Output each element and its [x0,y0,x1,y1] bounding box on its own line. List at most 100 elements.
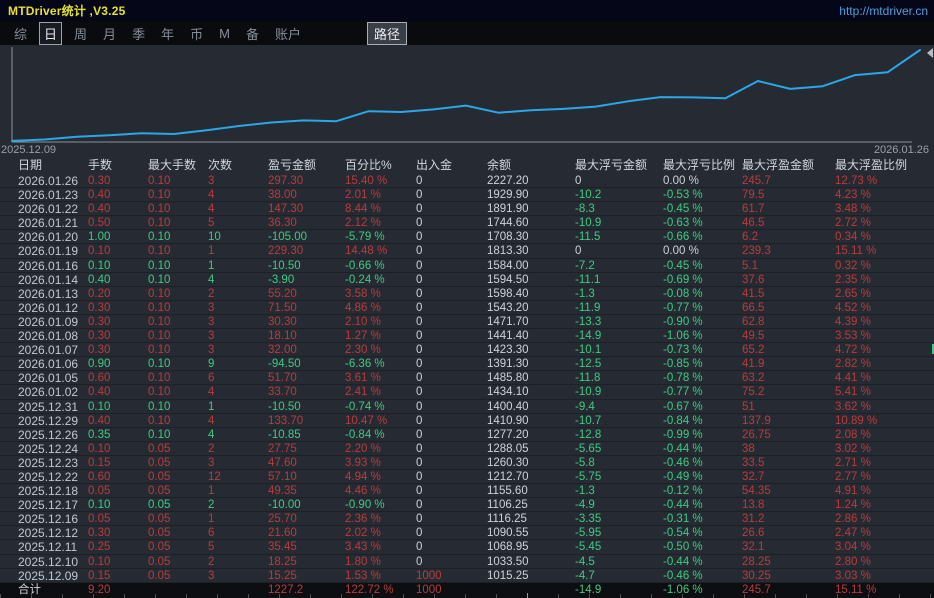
cell-1: 0.25 [88,541,111,554]
cell-11: 2.71 % [835,456,871,469]
cell-0: 2025.12.22 [18,469,79,484]
cell-10: 66.5 [742,301,765,314]
menu-tab-备[interactable]: 备 [245,26,259,42]
cell-5: -0.90 % [345,499,385,512]
cell-7: 1471.70 [487,315,529,328]
cell-6: 0 [416,555,423,568]
table-row[interactable]: 2026.01.23 0.40 0.10 4 38.00 2.01 % 0 1929.90 -1… [0,188,934,202]
table-row[interactable]: 2026.01.12 0.30 0.10 3 71.50 4.86 % 0 1543.20 -1… [0,301,934,315]
cell-10: 65.2 [742,344,765,357]
cell-4: 35.45 [268,541,297,554]
cell-1: 0.60 [88,470,111,483]
cell-2: 0.05 [148,499,171,512]
cell-3: 4 [208,386,215,399]
menu-tab-年[interactable]: 年 [161,26,175,42]
cell-0: 2025.12.10 [18,554,79,569]
menu-tab-季[interactable]: 季 [132,26,146,42]
table-row[interactable]: 2025.12.11 0.25 0.05 5 35.45 3.43 % 0 1068.95 -5… [0,540,934,554]
menu-tab-币[interactable]: 币 [190,26,204,42]
table-row[interactable]: 2025.12.12 0.30 0.05 6 21.60 2.02 % 0 1090.55 -5… [0,526,934,540]
path-button[interactable]: 路径 [366,21,407,45]
cell-10: 61.7 [742,203,765,216]
cell-8: -10.7 [575,414,602,427]
table-row[interactable]: 2026.01.14 0.40 0.10 4 -3.90 -0.24 % 0 1594.50 -… [0,273,934,287]
cell-6: 0 [416,386,423,399]
table-row[interactable]: 2026.01.06 0.90 0.10 9 -94.50 -6.36 % 0 1391.30… [0,357,934,371]
table-row[interactable]: 2025.12.23 0.15 0.05 3 47.60 3.93 % 0 1260.30 -5… [0,456,934,470]
table-row[interactable]: 2025.12.31 0.10 0.10 1 -10.50 -0.74 % 0 1400.40… [0,400,934,414]
menu-tab-月[interactable]: 月 [103,26,117,42]
cell-4: -10.00 [268,499,301,512]
website-link[interactable]: http://mtdriver.cn [839,3,928,18]
cell-2: 0.10 [148,386,171,399]
table-row[interactable]: 2026.01.09 0.30 0.10 3 30.30 2.10 % 0 1471.70 -1… [0,315,934,329]
table-row[interactable]: 2025.12.16 0.05 0.05 1 25.70 2.36 % 0 1116.25 -3… [0,512,934,526]
cell-3: 4 [208,414,215,427]
cell-5: 4.86 % [345,301,381,314]
cell-3: 4 [208,428,215,441]
cell-9: -0.90 % [663,315,703,328]
cell-6: 0 [416,175,423,187]
menu-tab-综[interactable]: 综 [14,26,28,42]
cell-4: 49.35 [268,485,297,498]
table-row[interactable]: 2025.12.10 0.10 0.05 2 18.25 1.80 % 0 1033.50 -4… [0,555,934,569]
ruler-tick [620,594,621,598]
table-row[interactable]: 2025.12.18 0.05 0.05 1 49.35 4.46 % 0 1155.60 -1… [0,484,934,498]
table-row[interactable]: 2026.01.26 0.30 0.10 3 297.30 15.40 % 0 2227.20… [0,174,934,188]
cell-6: 0 [416,231,423,244]
cell-0: 2026.01.07 [18,343,79,358]
cell-1: 0.20 [88,287,111,300]
table-row[interactable]: 2025.12.24 0.10 0.05 2 27.75 2.20 % 0 1288.05 -5… [0,442,934,456]
total-cell-9: -1.06 % [663,583,703,596]
cell-0: 2026.01.13 [18,286,79,301]
menu-tab-日[interactable]: 日 [39,21,63,45]
cell-9: -0.85 % [663,358,703,371]
cell-9: -0.44 % [663,442,703,455]
cell-11: 1.24 % [835,499,871,512]
column-header-5: 百分比% [345,158,392,172]
table-row[interactable]: 2025.12.17 0.10 0.05 2 -10.00 -0.90 % 0 1106.25… [0,498,934,512]
cell-0: 2026.01.16 [18,258,79,273]
scroll-left-arrow-icon[interactable] [927,48,933,58]
table-row[interactable]: 2026.01.16 0.10 0.10 1 -10.50 -0.66 % 0 1584.00… [0,259,934,273]
cell-7: 1068.95 [487,541,529,554]
table-row[interactable]: 2025.12.22 0.60 0.05 12 57.10 4.94 % 0 1212.70 -… [0,470,934,484]
menu-tab-账户[interactable]: 账户 [274,26,301,42]
table-row[interactable]: 2026.01.13 0.20 0.10 2 55.20 3.58 % 0 1598.40 -1… [0,287,934,301]
table-row[interactable]: 2026.01.19 0.10 0.10 1 229.30 14.48 % 0 1813.30… [0,244,934,258]
menu-tab-M[interactable]: M [219,25,230,41]
cell-10: 13.8 [742,499,765,512]
table-row[interactable]: 2025.12.09 0.15 0.05 3 15.25 1.53 % 1000 1015.2… [0,569,934,583]
table-row[interactable]: 2026.01.08 0.30 0.10 3 18.10 1.27 % 0 1441.40 -1… [0,329,934,343]
cell-5: 10.47 % [345,414,388,427]
cell-9: -0.46 % [663,569,703,582]
cell-9: -0.12 % [663,485,703,498]
cell-10: 30.25 [742,569,771,582]
table-row[interactable]: 2026.01.07 0.30 0.10 3 32.00 2.30 % 0 1423.30 -1… [0,343,934,357]
cell-9: -0.44 % [663,555,703,568]
cell-3: 2 [208,499,215,512]
table-row[interactable]: 2026.01.02 0.40 0.10 4 33.70 2.41 % 0 1434.10 -1… [0,385,934,399]
ruler-tick [372,594,373,598]
table-row[interactable]: 2026.01.21 0.50 0.10 5 36.30 2.12 % 0 1744.60 -1… [0,216,934,230]
cell-0: 2026.01.23 [18,188,79,203]
cell-10: 79.5 [742,189,765,202]
table-row[interactable]: 2026.01.05 0.60 0.10 6 51.70 3.61 % 0 1485.80 -1… [0,371,934,385]
cell-2: 0.05 [148,569,171,582]
cell-10: 62.8 [742,315,765,328]
cell-1: 1.00 [88,231,111,244]
cell-4: 229.30 [268,245,304,258]
cell-4: 38.00 [268,189,297,202]
cell-10: 63.2 [742,372,765,385]
table-row[interactable]: 2025.12.26 0.35 0.10 4 -10.85 -0.84 % 0 1277.20… [0,428,934,442]
cell-0: 2025.12.17 [18,498,79,513]
cell-8: -3.35 [575,513,602,526]
column-header-2: 最大手数 [148,158,197,172]
cell-10: 31.2 [742,513,765,526]
table-row[interactable]: 2026.01.20 1.00 0.10 10 -105.00 -5.79 % 0 1708.… [0,230,934,244]
cell-2: 0.10 [148,189,171,202]
menu-tab-周[interactable]: 周 [74,26,88,42]
table-row[interactable]: 2026.01.22 0.40 0.10 4 147.30 8.44 % 0 1891.90 -… [0,202,934,216]
table-row[interactable]: 2025.12.29 0.40 0.10 4 133.70 10.47 % 0 1410.90… [0,414,934,428]
app-title: MTDriver统计 ,V3.25 [8,4,126,18]
